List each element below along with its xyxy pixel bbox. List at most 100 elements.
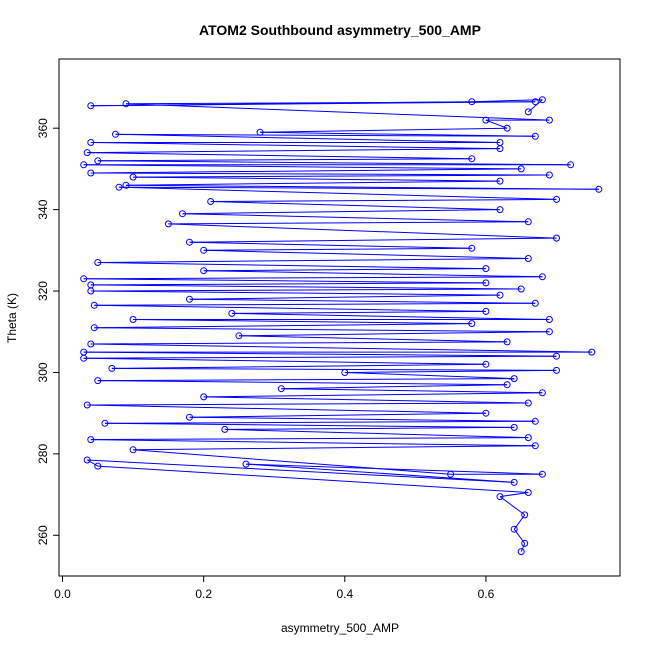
data-point — [235, 332, 243, 340]
data-point — [510, 478, 518, 486]
series-line-segment — [97, 262, 486, 270]
series-line-segment — [260, 131, 536, 137]
y-tick-label: 320 — [36, 281, 50, 301]
data-point — [186, 295, 193, 303]
y-tick-label: 260 — [36, 525, 50, 545]
series-line-segment — [133, 176, 501, 182]
series-line-segment — [83, 278, 486, 284]
data-point — [200, 393, 208, 401]
series-line-segment — [203, 270, 543, 278]
series-line-segment — [499, 492, 529, 498]
x-tick-label: 0.4 — [336, 587, 353, 601]
data-point — [545, 171, 553, 179]
series-line-segment — [231, 312, 550, 320]
series-line-segment — [90, 282, 486, 286]
data-point — [524, 399, 532, 407]
y-tick-label: 340 — [36, 199, 50, 219]
series-line-segment — [94, 302, 536, 306]
series-line-segment — [83, 351, 557, 357]
data-point — [538, 96, 546, 104]
data-point — [80, 275, 88, 283]
series-line-segment — [97, 465, 529, 493]
series-line-segment — [115, 133, 501, 143]
series-line-segment — [87, 148, 501, 154]
data-point — [122, 181, 130, 189]
data-point — [553, 366, 560, 374]
series-line-segment — [90, 168, 522, 174]
series-line-segment — [94, 323, 472, 329]
series-line-segment — [520, 543, 526, 552]
data-point — [200, 267, 208, 275]
series-line-segment — [224, 426, 515, 430]
series-line-segment — [118, 186, 557, 200]
data-point — [503, 381, 511, 389]
data-point — [87, 102, 95, 110]
y-axis-label: Theta (K) — [5, 293, 19, 343]
data-point — [221, 425, 229, 433]
series-line-segment — [499, 496, 525, 516]
x-axis: 0.0 0.2 0.4 0.6 — [54, 575, 495, 601]
series-line-segment — [90, 142, 501, 150]
series-line-segment — [203, 396, 529, 404]
data-point — [510, 525, 518, 533]
data-point — [94, 157, 102, 165]
data-point — [186, 413, 193, 421]
data-point — [545, 316, 553, 323]
data-point — [545, 328, 553, 336]
data-point — [521, 539, 529, 547]
data-point — [468, 320, 476, 328]
series-line-segment — [90, 101, 472, 107]
y-tick-label: 280 — [36, 444, 50, 464]
data-point — [567, 161, 575, 169]
series-line-segment — [87, 152, 472, 160]
data-point — [517, 548, 525, 556]
data-point — [179, 210, 186, 218]
series-line-segment — [90, 341, 508, 345]
data-point — [447, 470, 455, 478]
series-line-segment — [168, 221, 529, 225]
series-line-segment — [182, 213, 529, 223]
series-line-segment — [189, 237, 557, 243]
series-line-segment — [90, 437, 529, 441]
data-point — [468, 98, 476, 106]
data-point — [496, 291, 504, 299]
data-point — [538, 470, 546, 478]
data-point — [90, 324, 98, 332]
data-point — [521, 511, 529, 519]
data-point — [108, 364, 116, 372]
series-line-segment — [133, 174, 550, 178]
data-point — [482, 265, 490, 273]
data-point — [87, 340, 95, 348]
series-line-segment — [189, 294, 501, 300]
series-line-segment — [97, 380, 508, 386]
data-point — [468, 244, 476, 252]
data-point — [496, 206, 504, 214]
data-point — [115, 183, 123, 191]
series-line-segment — [245, 463, 543, 475]
series-line-segment — [344, 369, 557, 373]
x-axis-label: asymmetry_500_AMP — [281, 621, 399, 635]
data-point — [242, 460, 250, 468]
series-line-segment — [133, 449, 451, 475]
data-point — [341, 369, 349, 376]
series-line-segment — [83, 355, 557, 359]
chart-title: ATOM2 Southbound asymmetry_500_AMP — [199, 22, 481, 38]
series-line-segment — [90, 288, 522, 292]
data-point — [90, 301, 98, 309]
data-point — [531, 442, 539, 450]
series-line-segment — [281, 384, 508, 390]
data-point — [87, 436, 95, 444]
series-line-segment — [90, 284, 522, 290]
series-line-segment — [104, 420, 536, 424]
data-point — [595, 185, 603, 193]
series-line-segment — [260, 127, 508, 133]
data-point — [122, 100, 130, 108]
data-point — [256, 128, 264, 136]
x-tick-label: 0.0 — [54, 587, 71, 601]
series-line-segment — [111, 367, 557, 371]
series-line-segment — [182, 209, 501, 215]
series-line-segment — [203, 247, 472, 251]
data-point — [482, 116, 490, 124]
y-axis: 260 280 300 320 340 360 — [36, 118, 60, 545]
